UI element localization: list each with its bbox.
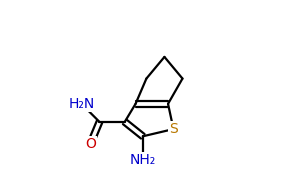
Text: O: O [85, 137, 96, 150]
Text: S: S [169, 122, 178, 136]
Text: NH₂: NH₂ [130, 153, 156, 167]
Text: H₂N: H₂N [68, 97, 94, 111]
